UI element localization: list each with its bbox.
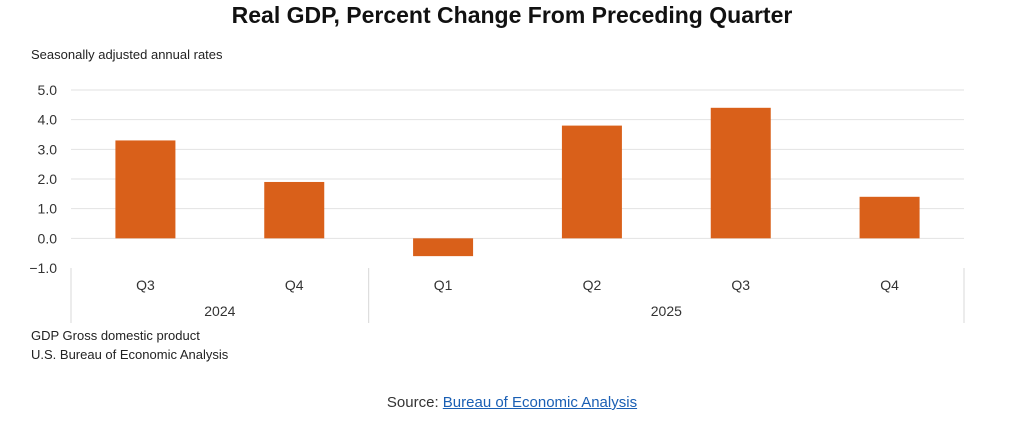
- y-tick-label: 3.0: [38, 141, 58, 157]
- chart-title: Real GDP, Percent Change From Preceding …: [231, 2, 793, 28]
- y-tick-label: 2.0: [38, 171, 58, 187]
- x-group-label: 2025: [651, 303, 682, 319]
- note-bea: U.S. Bureau of Economic Analysis: [31, 347, 229, 362]
- x-tick-label: Q1: [434, 277, 453, 293]
- x-tick-label: Q4: [285, 277, 304, 293]
- x-group-label: 2024: [204, 303, 235, 319]
- source-prefix: Source:: [386, 394, 443, 411]
- note-gdp: GDP Gross domestic product: [31, 328, 200, 343]
- bar: [413, 238, 474, 257]
- bar: [115, 140, 176, 239]
- bar: [710, 107, 771, 239]
- bar: [859, 196, 920, 239]
- y-tick-label: 1.0: [38, 201, 58, 217]
- source-link[interactable]: Bureau of Economic Analysis: [442, 394, 638, 411]
- bar-chart: 5.0 4.0 3.0 2.0 1.0 0.0 −1.0 Q3 Q4 Q1 Q2 Q3 Q4 2024 20…: [29, 82, 965, 323]
- source-line: Source: Bureau of Economic Analysis: [0, 394, 1024, 411]
- chart-subtitle: Seasonally adjusted annual rates: [31, 47, 223, 62]
- y-tick-label: 0.0: [38, 230, 58, 246]
- y-tick-label: 5.0: [38, 82, 58, 98]
- x-tick-label: Q3: [731, 277, 750, 293]
- x-tick-label: Q3: [136, 277, 155, 293]
- bar: [561, 125, 622, 239]
- bar: [264, 181, 325, 239]
- y-tick-label: −1.0: [29, 260, 57, 276]
- y-tick-label: 4.0: [38, 112, 58, 128]
- x-tick-label: Q2: [583, 277, 602, 293]
- x-tick-label: Q4: [880, 277, 899, 293]
